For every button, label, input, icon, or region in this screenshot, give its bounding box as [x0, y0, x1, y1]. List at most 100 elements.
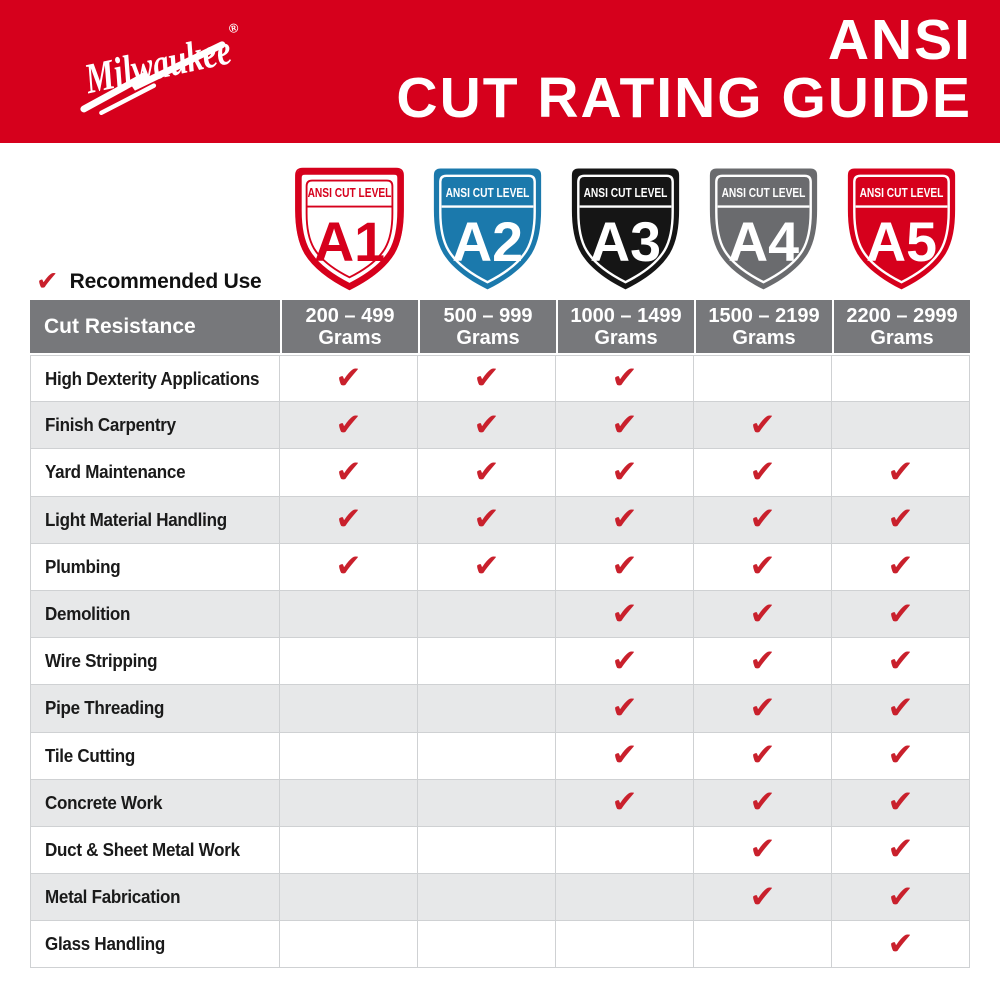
- check-cell-a5: [832, 402, 970, 450]
- check-icon: ✔: [749, 501, 776, 538]
- check-icon: ✔: [611, 548, 638, 585]
- header-banner: Milwaukee ® ANSI CUT RATING GUIDE: [0, 0, 1000, 143]
- check-cell-a2: [418, 874, 556, 922]
- check-cell-a2: [418, 732, 556, 780]
- row-label: Tile Cutting: [30, 732, 280, 780]
- shield-level-text: A5: [865, 211, 936, 273]
- check-cell-a4: ✔: [694, 449, 832, 497]
- row-label: Concrete Work: [30, 779, 280, 827]
- check-icon: ✔: [335, 360, 362, 397]
- column-header-a1: 200 – 499 Grams: [280, 300, 418, 353]
- check-icon: ✔: [749, 831, 776, 868]
- legend-label: Recommended Use: [69, 269, 262, 293]
- registered-mark: ®: [228, 21, 241, 37]
- check-cell-a1: [280, 874, 418, 922]
- check-cell-a1: [280, 638, 418, 686]
- check-cell-a5: ✔: [832, 826, 970, 875]
- check-icon: ✔: [611, 784, 638, 821]
- row-label: Metal Fabrication: [30, 874, 280, 922]
- check-icon: ✔: [887, 737, 914, 774]
- check-cell-a4: ✔: [694, 543, 832, 591]
- ansi-cut-level-badge-a5: ANSI CUT LEVEL A5: [832, 163, 970, 293]
- row-label-text: Glass Handling: [45, 933, 166, 955]
- check-icon: ✔: [473, 406, 500, 443]
- check-icon: ✔: [749, 878, 776, 915]
- ansi-cut-level-badge-a3: ANSI CUT LEVEL A3: [556, 163, 694, 293]
- check-icon: ✔: [887, 548, 914, 585]
- check-icon: ✔: [611, 501, 638, 538]
- ansi-cut-level-badge-a2: ANSI CUT LEVEL A2: [418, 163, 556, 293]
- check-icon: ✔: [749, 784, 776, 821]
- badges-row: ✔ Recommended Use ANSI CUT LEVEL A1 ANSI C…: [0, 143, 1000, 300]
- check-icon: ✔: [611, 642, 638, 679]
- check-cell-a5: ✔: [832, 685, 970, 733]
- check-icon: ✔: [611, 689, 638, 726]
- row-label-text: Metal Fabrication: [45, 886, 181, 908]
- column-range: 1500 – 2199: [708, 304, 820, 327]
- shield-icon: ANSI CUT LEVEL A5: [847, 168, 955, 290]
- shield-top-label: ANSI CUT LEVEL: [583, 185, 667, 200]
- check-cell-a3: ✔: [556, 355, 694, 403]
- column-header-a5: 2200 – 2999 Grams: [832, 300, 970, 353]
- check-cell-a1: ✔: [280, 543, 418, 591]
- check-icon: ✔: [335, 548, 362, 585]
- check-icon: ✔: [887, 642, 914, 679]
- row-label-text: Light Material Handling: [45, 508, 227, 530]
- row-label-text: Wire Stripping: [45, 650, 158, 672]
- cut-rating-table: Cut Resistance 200 – 499 Grams 500 – 999 Gra…: [30, 300, 970, 969]
- check-cell-a1: [280, 590, 418, 639]
- column-unit: Grams: [870, 326, 934, 349]
- check-cell-a3: ✔: [556, 638, 694, 686]
- check-cell-a4: ✔: [694, 638, 832, 686]
- check-cell-a2: [418, 590, 556, 639]
- check-cell-a3: ✔: [556, 590, 694, 639]
- check-cell-a2: [418, 779, 556, 827]
- row-label: Duct & Sheet Metal Work: [30, 826, 280, 875]
- check-cell-a4: ✔: [694, 874, 832, 922]
- row-label: Yard Maintenance: [30, 449, 280, 497]
- ansi-cut-level-badge-a1: ANSI CUT LEVEL A1: [280, 163, 418, 293]
- shield-level-text: A1: [313, 211, 384, 273]
- check-cell-a3: ✔: [556, 496, 694, 544]
- check-cell-a5: ✔: [832, 732, 970, 780]
- column-header-a2: 500 – 999 Grams: [418, 300, 556, 353]
- check-icon: ✔: [749, 548, 776, 585]
- check-cell-a2: ✔: [418, 402, 556, 450]
- check-icon: ✔: [749, 642, 776, 679]
- check-icon: ✔: [887, 689, 914, 726]
- check-cell-a4: ✔: [694, 779, 832, 827]
- check-icon: ✔: [611, 453, 638, 490]
- row-label-text: Yard Maintenance: [45, 461, 186, 483]
- column-unit: Grams: [732, 326, 796, 349]
- check-cell-a2: [418, 685, 556, 733]
- column-range: 500 – 999: [443, 304, 533, 327]
- check-icon: ✔: [749, 453, 776, 490]
- check-icon: ✔: [749, 595, 776, 632]
- page-title: ANSI CUT RATING GUIDE: [396, 8, 972, 130]
- row-label: Wire Stripping: [30, 638, 280, 686]
- column-range: 2200 – 2999: [846, 304, 958, 327]
- check-icon: ✔: [335, 406, 362, 443]
- check-cell-a5: ✔: [832, 590, 970, 639]
- corner-header: Cut Resistance: [30, 300, 280, 353]
- title-line-2: CUT RATING GUIDE: [396, 65, 972, 130]
- column-unit: Grams: [456, 326, 520, 349]
- check-icon: ✔: [887, 595, 914, 632]
- shield-level-text: A2: [451, 211, 522, 273]
- check-cell-a2: [418, 638, 556, 686]
- brand-name: Milwaukee: [80, 26, 235, 103]
- row-label: Demolition: [30, 590, 280, 639]
- shield-top-label: ANSI CUT LEVEL: [445, 185, 529, 200]
- check-icon: ✔: [887, 878, 914, 915]
- check-cell-a5: ✔: [832, 543, 970, 591]
- row-label: Plumbing: [30, 543, 280, 591]
- title-line-1: ANSI: [827, 8, 972, 72]
- check-icon: ✔: [887, 453, 914, 490]
- check-cell-a1: ✔: [280, 402, 418, 450]
- row-label-text: Pipe Threading: [45, 697, 165, 719]
- check-cell-a2: ✔: [418, 449, 556, 497]
- check-cell-a2: ✔: [418, 496, 556, 544]
- row-label-text: High Dexterity Applications: [45, 367, 260, 389]
- check-cell-a3: [556, 921, 694, 969]
